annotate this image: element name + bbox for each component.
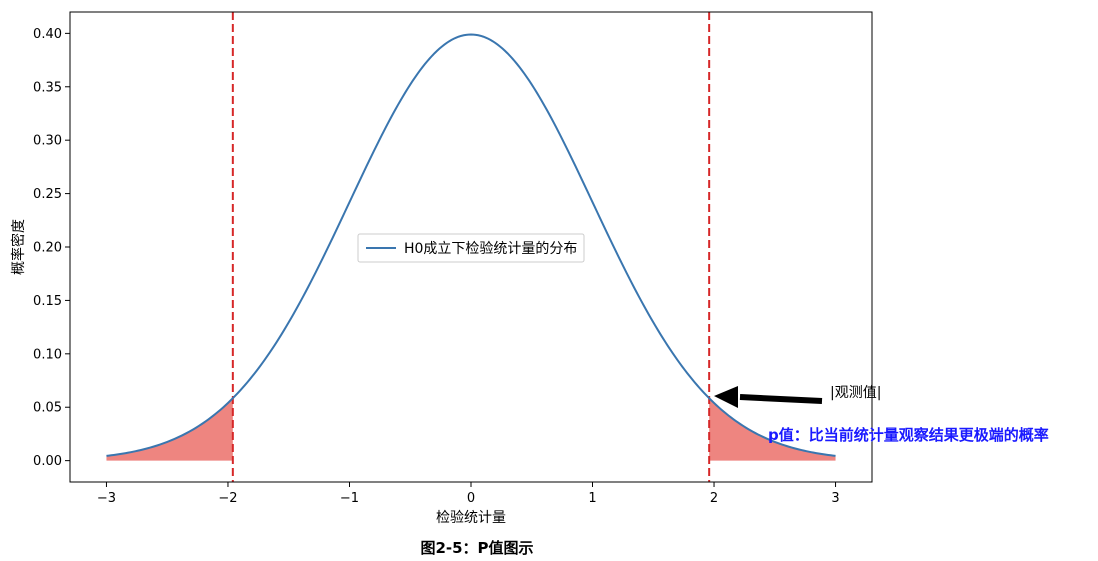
legend-label: H0成立下检验统计量的分布 — [404, 241, 577, 257]
legend: H0成立下检验统计量的分布 — [357, 233, 585, 263]
observed-arrow — [714, 386, 823, 408]
y-tick-label: 0.05 — [33, 401, 62, 416]
y-tick-label: 0.10 — [33, 347, 62, 362]
x-tick-label: −1 — [340, 491, 359, 506]
x-tick-label: 3 — [831, 491, 839, 506]
x-tick-label: −3 — [97, 491, 116, 506]
y-axis-label: 概率密度 — [10, 219, 27, 275]
shaded-tail-right — [709, 398, 836, 461]
x-axis-ticks: −3 −2 −1 0 1 2 3 — [97, 482, 840, 506]
critical-lines — [231, 12, 711, 482]
x-tick-label: 1 — [588, 491, 596, 506]
observed-label: |观测值| — [830, 385, 881, 401]
y-tick-label: 0.15 — [33, 294, 62, 309]
legend-box — [357, 233, 585, 263]
p-value-annotation: p值：比当前统计量观察结果更极端的概率 — [768, 426, 1049, 444]
figure-caption: 图2-5：P值图示 — [420, 539, 533, 557]
y-tick-label: 0.30 — [33, 134, 62, 149]
x-tick-label: −2 — [218, 491, 237, 506]
shaded-tail-left — [106, 398, 233, 461]
y-tick-label: 0.40 — [33, 27, 62, 42]
y-axis-ticks: 0.00 0.05 0.10 0.15 0.20 0.25 0.30 0.35 0.40 — [33, 27, 70, 469]
y-tick-label: 0.20 — [33, 241, 62, 256]
y-tick-label: 0.00 — [33, 454, 62, 469]
pdf-curve-line — [106, 33, 836, 457]
x-tick-label: 0 — [467, 491, 475, 506]
x-axis-label: 检验统计量 — [436, 510, 506, 526]
x-tick-label: 2 — [710, 491, 718, 506]
y-tick-label: 0.35 — [33, 80, 62, 95]
shaded-tails — [106, 398, 836, 461]
y-tick-label: 0.25 — [33, 187, 62, 202]
